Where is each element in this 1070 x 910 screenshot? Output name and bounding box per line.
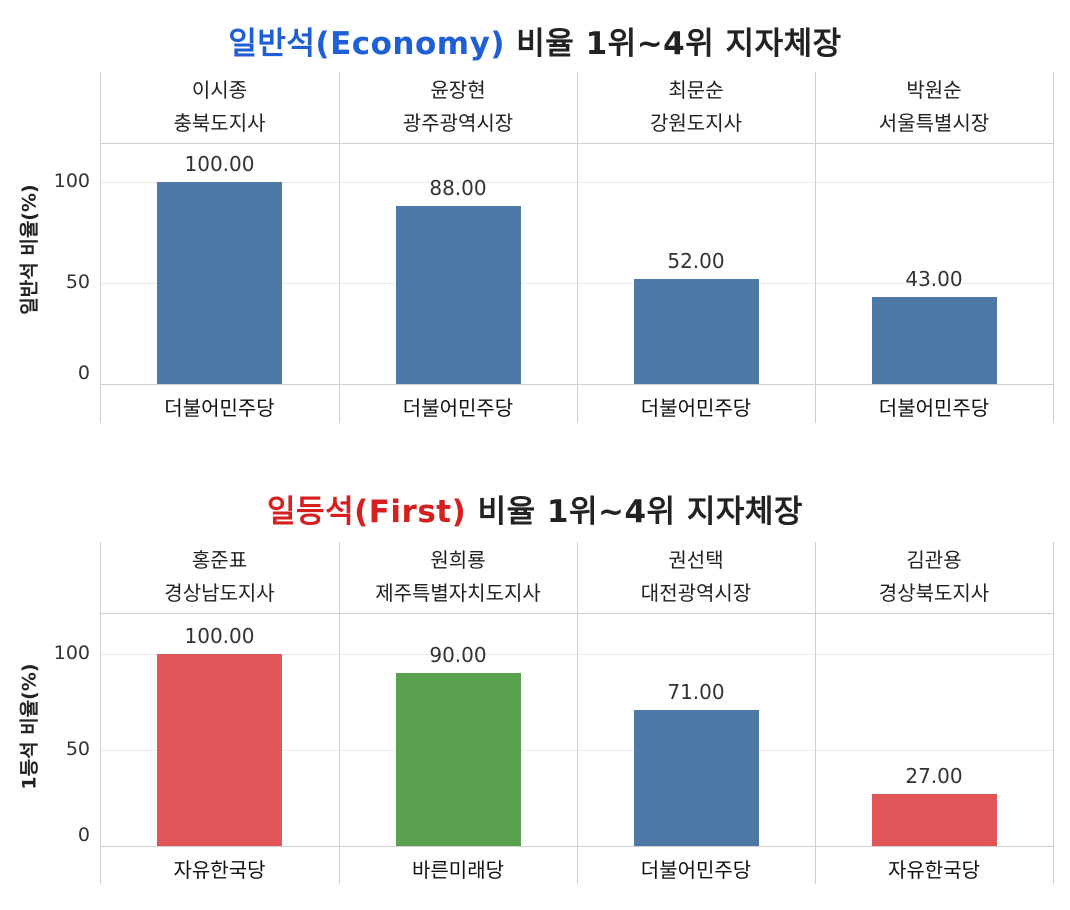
party-label: 자유한국당 bbox=[888, 858, 980, 882]
column-divider bbox=[100, 542, 101, 884]
baseline bbox=[100, 846, 1053, 847]
data-label: 43.00 bbox=[905, 267, 963, 292]
gridline bbox=[100, 283, 1053, 284]
person-name: 원희룡 bbox=[430, 548, 486, 572]
column-divider bbox=[100, 72, 101, 423]
person-name: 최문순 bbox=[668, 78, 724, 102]
column-divider bbox=[1053, 542, 1054, 884]
y-tick-label: 50 bbox=[65, 738, 90, 760]
chart-1-title-highlight: 일반석(Economy) bbox=[228, 26, 505, 62]
office-title: 충북도지사 bbox=[173, 111, 266, 135]
bar bbox=[633, 709, 759, 846]
column-divider bbox=[339, 542, 340, 884]
gridline bbox=[100, 182, 1053, 183]
bar bbox=[633, 278, 759, 384]
y-tick-label: 50 bbox=[65, 271, 90, 293]
office-title: 광주광역시장 bbox=[402, 111, 514, 135]
party-label: 더불어민주당 bbox=[402, 396, 514, 420]
gridline bbox=[100, 750, 1053, 751]
column-divider bbox=[339, 72, 340, 423]
data-label: 100.00 bbox=[184, 152, 255, 176]
office-title: 대전광역시장 bbox=[640, 581, 752, 605]
chart-2-title-highlight: 일등석(First) bbox=[267, 494, 467, 530]
person-name: 김관용 bbox=[906, 548, 962, 572]
party-label: 자유한국당 bbox=[173, 858, 266, 882]
bar bbox=[157, 654, 282, 846]
office-title: 서울특별시장 bbox=[878, 111, 990, 135]
office-title: 강원도지사 bbox=[650, 111, 742, 135]
party-label: 더불어민주당 bbox=[164, 396, 275, 420]
bar bbox=[395, 206, 521, 384]
column-divider bbox=[1053, 72, 1054, 423]
y-axis-label: 1등석 비율(%) bbox=[18, 663, 41, 790]
office-title: 제주특별자치도지사 bbox=[375, 581, 541, 605]
party-label: 더불어민주당 bbox=[640, 396, 752, 420]
header-separator bbox=[100, 143, 1053, 144]
y-tick-label: 100 bbox=[53, 642, 90, 664]
y-tick-label: 100 bbox=[53, 170, 90, 192]
person-name: 윤장현 bbox=[430, 78, 486, 102]
party-label: 더불어민주당 bbox=[878, 396, 990, 420]
column-divider bbox=[815, 72, 816, 423]
data-label: 52.00 bbox=[667, 248, 725, 273]
person-name: 박원순 bbox=[906, 78, 962, 102]
gridline bbox=[100, 654, 1053, 655]
bar bbox=[157, 182, 282, 384]
data-label: 90.00 bbox=[429, 643, 487, 668]
column-divider bbox=[577, 542, 578, 884]
economy-chart: 일반석 비율(%) 100 50 0 이시종 충북도지사 100.00 더불어민주당 윤장현 광주… bbox=[0, 0, 1070, 440]
bar bbox=[871, 297, 997, 384]
column-divider bbox=[577, 72, 578, 423]
person-name: 홍준표 bbox=[191, 548, 248, 572]
y-tick-label: 0 bbox=[77, 362, 90, 384]
baseline bbox=[100, 384, 1053, 385]
chart-2-title-rest: 비율 1위~4위 지자체장 bbox=[466, 494, 803, 530]
bar bbox=[395, 673, 521, 846]
chart-1-title-rest: 비율 1위~4위 지자체장 bbox=[504, 26, 842, 62]
data-label: 100.00 bbox=[184, 624, 255, 648]
chart-1-title: 일반석(Economy) 비율 1위~4위 지자체장 bbox=[0, 18, 1070, 63]
bar bbox=[871, 794, 997, 846]
office-title: 경상남도지사 bbox=[164, 581, 275, 605]
person-name: 권선택 bbox=[668, 548, 724, 572]
data-label: 88.00 bbox=[429, 176, 487, 201]
column-divider bbox=[815, 542, 816, 884]
office-title: 경상북도지사 bbox=[878, 581, 990, 605]
data-label: 27.00 bbox=[905, 764, 963, 789]
party-label: 더불어민주당 bbox=[640, 858, 752, 882]
party-label: 바른미래당 bbox=[412, 858, 504, 882]
data-label: 71.00 bbox=[667, 679, 725, 704]
y-tick-label: 0 bbox=[77, 824, 90, 846]
person-name: 이시종 bbox=[191, 78, 248, 102]
header-separator bbox=[100, 613, 1053, 614]
chart-2-title: 일등석(First) 비율 1위~4위 지자체장 bbox=[0, 486, 1070, 531]
